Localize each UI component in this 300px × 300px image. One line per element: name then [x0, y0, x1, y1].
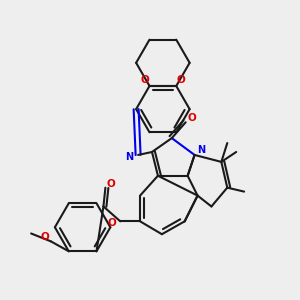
- Text: O: O: [40, 232, 50, 242]
- Text: N: N: [125, 152, 133, 162]
- Text: N: N: [197, 145, 206, 155]
- Text: O: O: [187, 113, 196, 123]
- Text: O: O: [108, 218, 117, 228]
- Text: O: O: [140, 75, 149, 85]
- Text: O: O: [107, 179, 116, 189]
- Text: O: O: [177, 75, 186, 85]
